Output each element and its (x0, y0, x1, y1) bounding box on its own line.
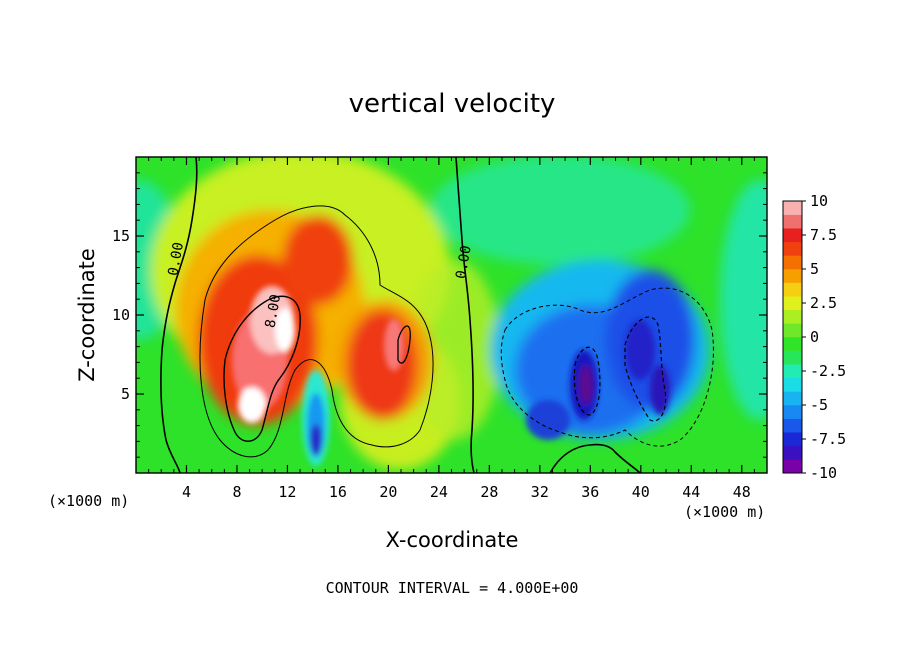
colorbar-tick-label: 5 (810, 260, 819, 278)
neg-contour-inner2 (624, 316, 667, 422)
zero-contour-left (160, 157, 198, 473)
colorbar-tick-label: -2.5 (810, 362, 846, 380)
chart-title: vertical velocity (349, 89, 556, 119)
colorbar-tick-label: -5 (810, 396, 828, 414)
colorbar-tick-label: -7.5 (810, 430, 846, 448)
x-tick-label: 44 (682, 483, 700, 501)
field-cores (232, 286, 670, 466)
x-tick-label: 16 (329, 483, 347, 501)
colorbar: 10 7.5 5 2.5 0 -2.5 -5 -7.5 -10 (782, 192, 846, 482)
x-tick-label: 8 (232, 483, 241, 501)
colorbar-swatch (783, 337, 802, 351)
y-axis-title: Z-coordinate (75, 248, 99, 382)
x-axis: 4 8 12 16 20 24 28 32 36 40 44 48 (148, 157, 755, 501)
contour-label: 8.00 (263, 293, 285, 329)
colorbar-swatch (783, 405, 802, 419)
colorbar-swatch (783, 241, 802, 256)
x-tick-label: 20 (379, 483, 397, 501)
x-tick-label: 48 (733, 483, 751, 501)
colorbar-swatch (783, 445, 802, 460)
colorbar-swatch (783, 323, 802, 338)
colorbar-swatch (783, 228, 802, 243)
colorbar-swatch (783, 418, 802, 433)
y-tick-label: 10 (112, 306, 130, 324)
colorbar-swatch (783, 269, 802, 283)
ground-contour (549, 443, 641, 473)
colorbar-tick-label: 2.5 (810, 294, 837, 312)
x-tick-label: 36 (581, 483, 599, 501)
x-unit-right: (×1000 m) (684, 503, 765, 521)
colorbar-swatch (783, 432, 802, 447)
x-tick-label: 32 (531, 483, 549, 501)
colorbar-tick-label: 10 (810, 192, 828, 210)
eight-contour-right (397, 325, 411, 364)
colorbar-swatch (783, 391, 802, 406)
colorbar-swatch (783, 282, 802, 297)
colorbar-swatch (783, 459, 802, 474)
neg-contour-left (500, 287, 714, 447)
neg-contour-inner1 (573, 346, 601, 416)
colorbar-tick-label: 0 (810, 328, 819, 346)
zero-contour-mid (455, 157, 475, 473)
eight-contour-core (223, 295, 301, 442)
y-axis: 5 10 15 (112, 172, 767, 458)
colorbar-swatch (783, 255, 802, 270)
colorbar-swatch (783, 296, 802, 311)
x-tick-label: 4 (182, 483, 191, 501)
colorbar-swatch (783, 201, 802, 215)
colorbar-swatch (783, 214, 802, 229)
x-axis-title: X-coordinate (386, 528, 519, 552)
x-unit-left: (×1000 m) (48, 492, 129, 510)
contour-label: 0.00 (453, 244, 475, 280)
four-contour-updraft (199, 205, 434, 458)
contour-lines (160, 157, 714, 473)
colorbar-swatch (783, 377, 802, 392)
colorbar-swatch (783, 364, 802, 379)
x-tick-label: 28 (480, 483, 498, 501)
colorbar-swatch (783, 309, 802, 324)
colorbar-tick-label: 7.5 (810, 226, 837, 244)
contour-interval-note: CONTOUR INTERVAL = 4.000E+00 (326, 579, 579, 597)
contour-label: 0.00 (165, 241, 187, 277)
y-tick-label: 15 (112, 227, 130, 245)
contour-label-group: 0.00 0.00 8.00 (165, 241, 474, 329)
x-tick-label: 40 (632, 483, 650, 501)
colorbar-swatch (783, 350, 802, 365)
x-tick-label: 24 (430, 483, 448, 501)
x-tick-label: 12 (278, 483, 296, 501)
plot-area: 0.00 0.00 8.00 (136, 157, 767, 473)
colorbar-tick-label: -10 (810, 464, 837, 482)
y-tick-label: 5 (121, 385, 130, 403)
